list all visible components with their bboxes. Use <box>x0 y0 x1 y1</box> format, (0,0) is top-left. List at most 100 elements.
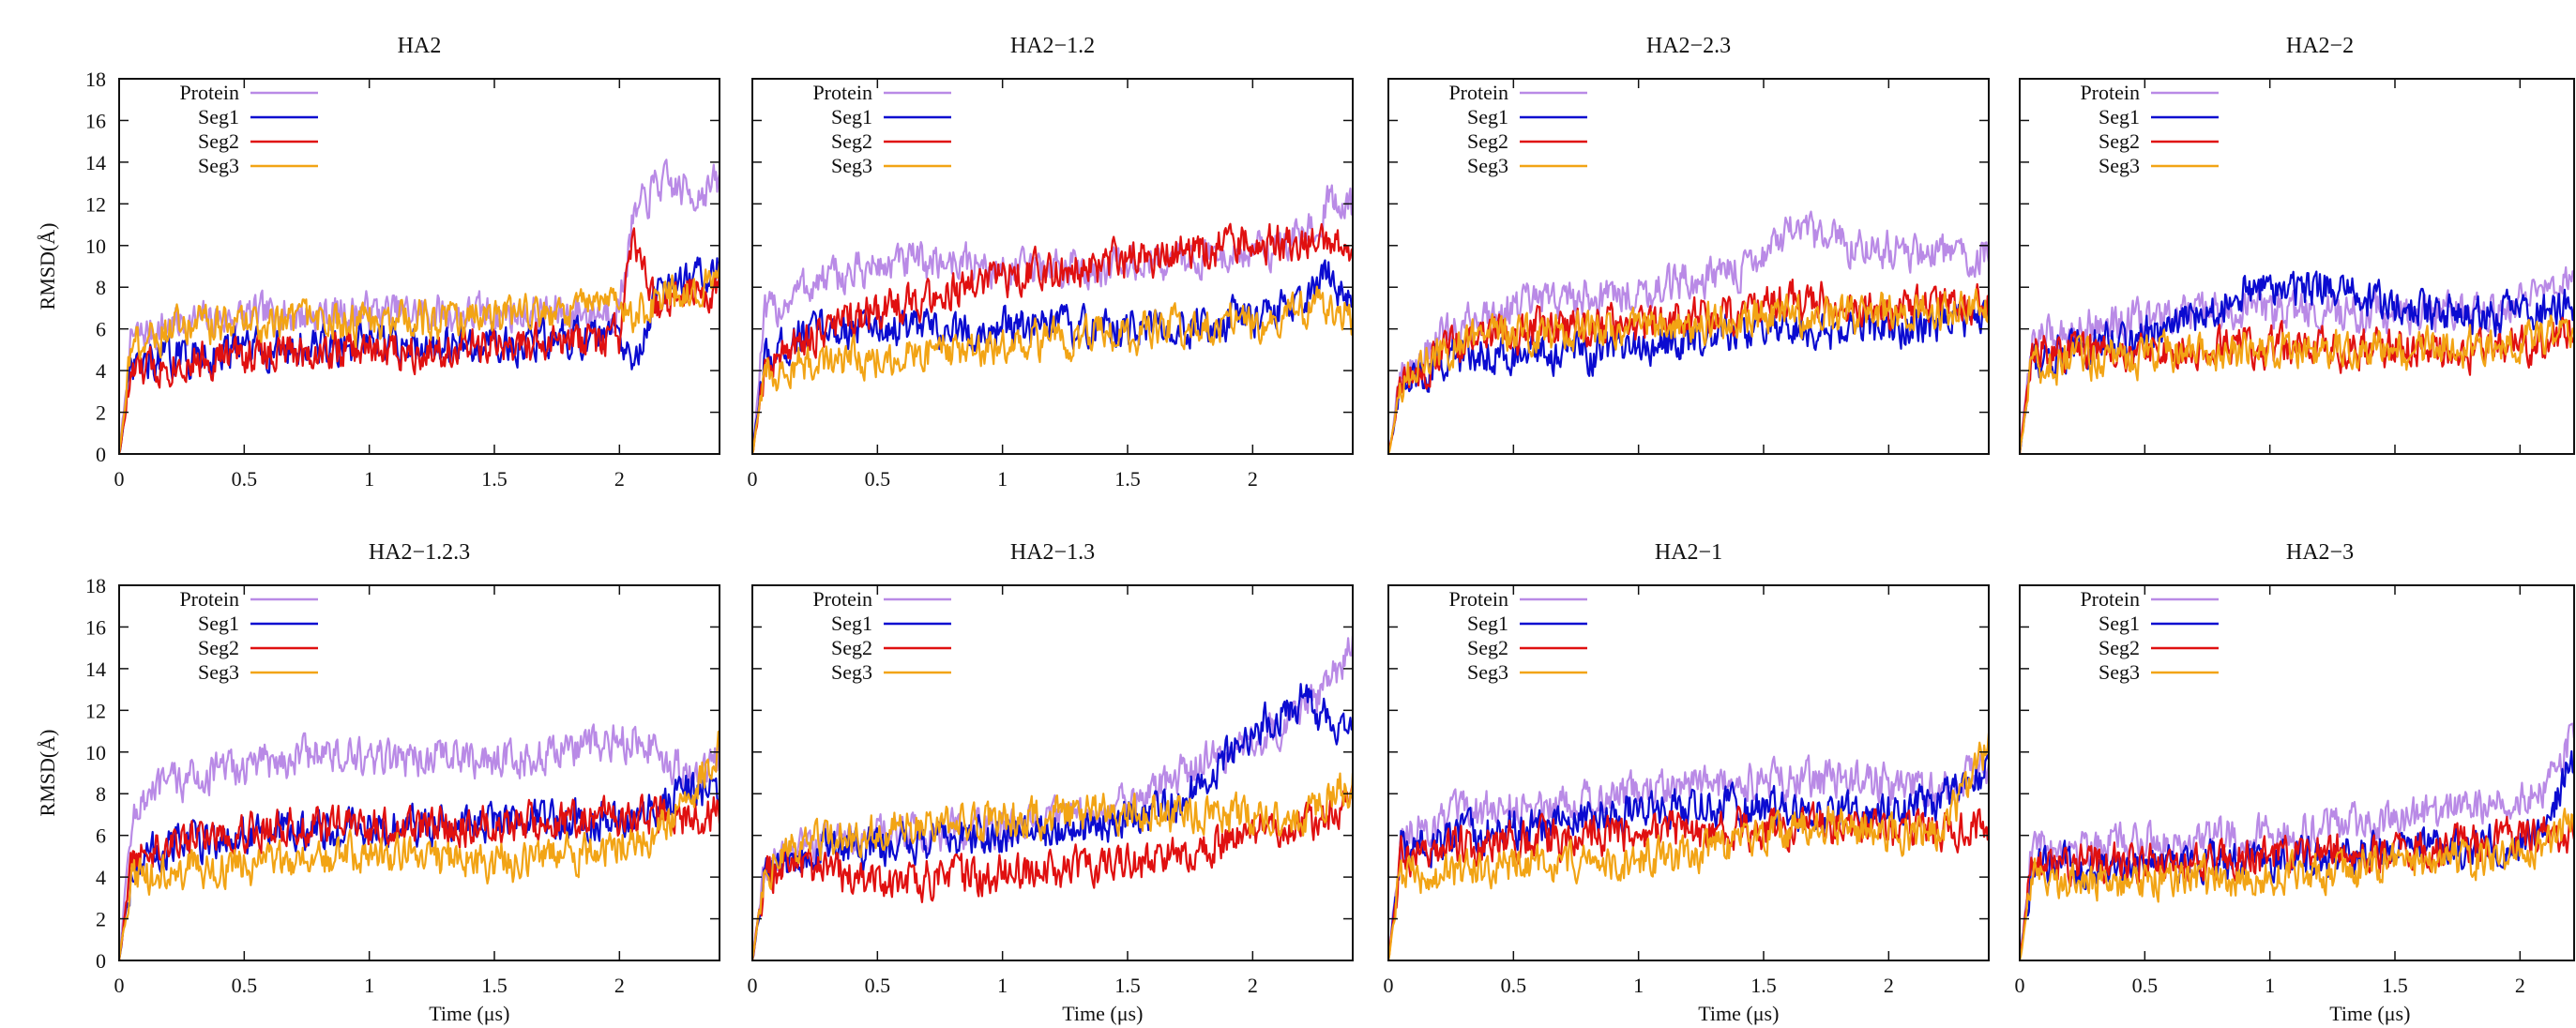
plot-frame <box>1387 584 1990 961</box>
panel-title: HA2−2 <box>2286 34 2354 58</box>
series-line-seg2 <box>1388 801 1989 960</box>
y-tick-label: 2 <box>96 908 106 931</box>
plot-frame <box>118 78 720 455</box>
plot-frame <box>751 584 1354 961</box>
legend-label: Seg1 <box>831 612 872 635</box>
panel-title: HA2−1 <box>1655 540 1722 565</box>
series-line-protein <box>2020 722 2574 960</box>
legend-label: Protein <box>2080 587 2140 611</box>
legend-label: Seg1 <box>198 612 239 635</box>
legend-label: Seg3 <box>2099 660 2140 684</box>
legend-label: Seg1 <box>198 105 239 128</box>
y-tick-label: 14 <box>85 658 106 681</box>
legend-label: Protein <box>1448 81 1508 104</box>
x-axis-label: Time (μs) <box>2329 1002 2410 1025</box>
panel-8: HA2−3 0 0.5 1 1.5 2 Time (μs) ProteinSeg1Seg2Se… <box>2015 540 2575 1025</box>
series-line-seg3 <box>119 262 720 454</box>
series-line-protein <box>2020 265 2574 454</box>
plot-frame <box>2019 78 2575 455</box>
x-tick-label: 0 <box>1384 974 1394 997</box>
legend-label: Seg3 <box>1467 660 1508 684</box>
legend-label: Seg1 <box>2099 105 2140 128</box>
x-tick-label: 2 <box>1248 974 1258 997</box>
y-tick-label: 12 <box>85 192 106 216</box>
panel-7: HA2−1 0 0.5 1 1.5 2 Time (μs) ProteinSeg1Seg2Se… <box>1384 540 1990 1025</box>
legend-label: Seg2 <box>831 636 872 659</box>
series-line-seg3 <box>2020 314 2574 454</box>
legend-label: Seg3 <box>1467 154 1508 177</box>
y-tick-label: 6 <box>96 824 106 848</box>
series-line-protein <box>1388 753 1989 960</box>
series-line-seg3 <box>1388 288 1989 454</box>
legend-label: Seg2 <box>1467 129 1508 153</box>
x-tick-label: 0.5 <box>865 974 891 997</box>
y-tick-label: 4 <box>96 359 106 383</box>
x-tick-label: 0 <box>748 974 758 997</box>
y-tick-label: 14 <box>85 151 106 174</box>
panel-6: HA2−1.3 0 0.5 1 1.5 2 Time (μs) ProteinSeg1Seg2… <box>748 540 1354 1025</box>
x-tick-label: 1.5 <box>481 467 508 491</box>
x-tick-label: 0.5 <box>1501 974 1527 997</box>
legend-label: Seg3 <box>831 154 872 177</box>
series-line-seg2 <box>119 227 720 454</box>
legend-label: Seg3 <box>831 660 872 684</box>
x-axis-label: Time (μs) <box>1698 1002 1779 1025</box>
panel-title: HA2−3 <box>2286 540 2354 565</box>
series-line-seg2 <box>752 782 1353 960</box>
y-axis-label: RMSD(Å) <box>36 730 59 817</box>
x-tick-label: 0.5 <box>865 467 891 491</box>
y-tick-label: 2 <box>96 401 106 425</box>
x-tick-label: 2 <box>2515 974 2525 997</box>
panel-title: HA2 <box>398 34 442 58</box>
panel-title: HA2−1.3 <box>1010 540 1095 565</box>
x-tick-label: 2 <box>1248 467 1258 491</box>
legend-label: Seg2 <box>2099 636 2140 659</box>
series-line-seg3 <box>2020 808 2574 960</box>
series-line-protein <box>752 635 1353 960</box>
y-tick-label: 6 <box>96 318 106 341</box>
panel-1: HA2 0 2 4 6 8 10 12 14 16 18 0 0.5 1 1.5 2 RMSD(Å) Protei… <box>36 34 720 491</box>
legend-label: Seg1 <box>1467 612 1508 635</box>
legend-label: Seg1 <box>2099 612 2140 635</box>
series-line-protein <box>1388 210 1989 454</box>
series-line-seg3 <box>1388 733 1989 960</box>
plot-frame <box>2019 584 2575 961</box>
series-line-seg2 <box>2020 815 2574 960</box>
legend-label: Protein <box>1448 587 1508 611</box>
series-line-seg3 <box>119 730 720 960</box>
series-line-protein <box>119 723 720 960</box>
x-tick-label: 0 <box>114 974 125 997</box>
panel-title: HA2−1.2.3 <box>369 540 470 565</box>
x-tick-label: 0 <box>748 467 758 491</box>
legend-label: Seg1 <box>831 105 872 128</box>
x-tick-label: 2 <box>1884 974 1894 997</box>
x-tick-label: 0 <box>114 467 125 491</box>
series-line-seg2 <box>2020 316 2574 454</box>
y-tick-label: 18 <box>85 574 106 597</box>
series-line-seg2 <box>752 222 1353 454</box>
legend-label: Seg2 <box>831 129 872 153</box>
legend-label: Seg2 <box>198 129 239 153</box>
y-tick-label: 16 <box>85 615 106 639</box>
legend-label: Protein <box>179 81 239 104</box>
legend-label: Protein <box>179 587 239 611</box>
y-tick-label: 4 <box>96 866 106 889</box>
plot-frame <box>118 584 720 961</box>
y-axis-label: RMSD(Å) <box>36 223 59 310</box>
legend-label: Seg2 <box>1467 636 1508 659</box>
panel-title: HA2−2.3 <box>1646 34 1731 58</box>
x-tick-label: 2 <box>614 467 625 491</box>
y-tick-label: 8 <box>96 276 106 299</box>
x-tick-label: 0.5 <box>232 974 258 997</box>
legend-label: Protein <box>812 587 872 611</box>
